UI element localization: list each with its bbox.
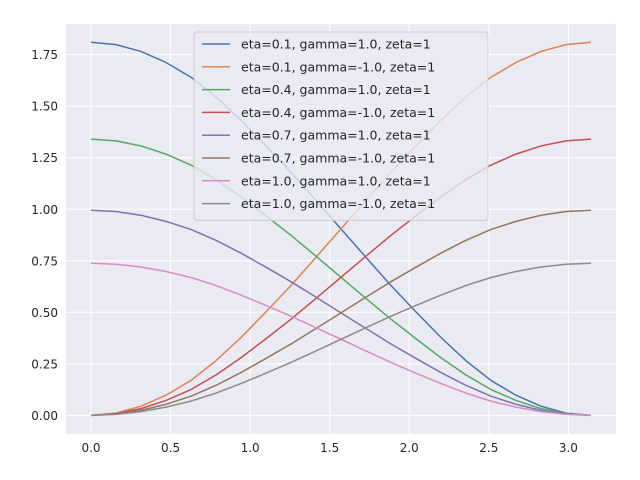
- x-tick-label: 0.5: [161, 441, 180, 455]
- legend: eta=0.1, gamma=1.0, zeta=1 eta=0.1, gamma…: [193, 31, 489, 221]
- y-tick-label: 1.00: [31, 203, 58, 217]
- series-line-8: [90, 262, 591, 417]
- x-tick-label: 2.0: [400, 441, 419, 455]
- x-tick-label: 3.0: [559, 441, 578, 455]
- series-line-6: [90, 209, 591, 417]
- y-tick-label: 0.50: [31, 306, 58, 320]
- series-line-2: [90, 41, 592, 417]
- y-tick-label: 0.00: [31, 409, 58, 423]
- x-tick-label: 2.5: [479, 441, 498, 455]
- legend-label: eta=0.1, gamma=1.0, zeta=1: [241, 37, 431, 52]
- y-tick-label: 0.75: [31, 254, 58, 268]
- legend-label: eta=0.7, gamma=1.0, zeta=1: [241, 128, 431, 143]
- series-line-4: [90, 138, 592, 417]
- legend-label: eta=0.4, gamma=-1.0, zeta=1: [241, 105, 435, 120]
- series-lines: [90, 41, 592, 417]
- legend-label: eta=1.0, gamma=-1.0, zeta=1: [241, 196, 435, 211]
- y-tick-label: 0.25: [31, 357, 58, 371]
- x-axis: 0.0 0.5 1.0 1.5 2.0 2.5 3.0: [81, 441, 578, 455]
- x-tick-label: 1.0: [241, 441, 260, 455]
- y-axis: 0.00 0.25 0.50 0.75 1.00 1.25 1.50 1.75: [31, 48, 58, 423]
- x-tick-label: 0.0: [81, 441, 100, 455]
- x-tick-label: 1.5: [320, 441, 339, 455]
- y-tick-label: 1.50: [31, 100, 58, 114]
- legend-box: [193, 31, 489, 221]
- legend-label: eta=0.1, gamma=-1.0, zeta=1: [241, 59, 435, 74]
- legend-label: eta=1.0, gamma=1.0, zeta=1: [241, 173, 431, 188]
- y-tick-label: 1.25: [31, 151, 58, 165]
- legend-label: eta=0.4, gamma=1.0, zeta=1: [241, 82, 431, 97]
- legend-label: eta=0.7, gamma=-1.0, zeta=1: [241, 151, 435, 166]
- y-tick-label: 1.75: [31, 48, 58, 62]
